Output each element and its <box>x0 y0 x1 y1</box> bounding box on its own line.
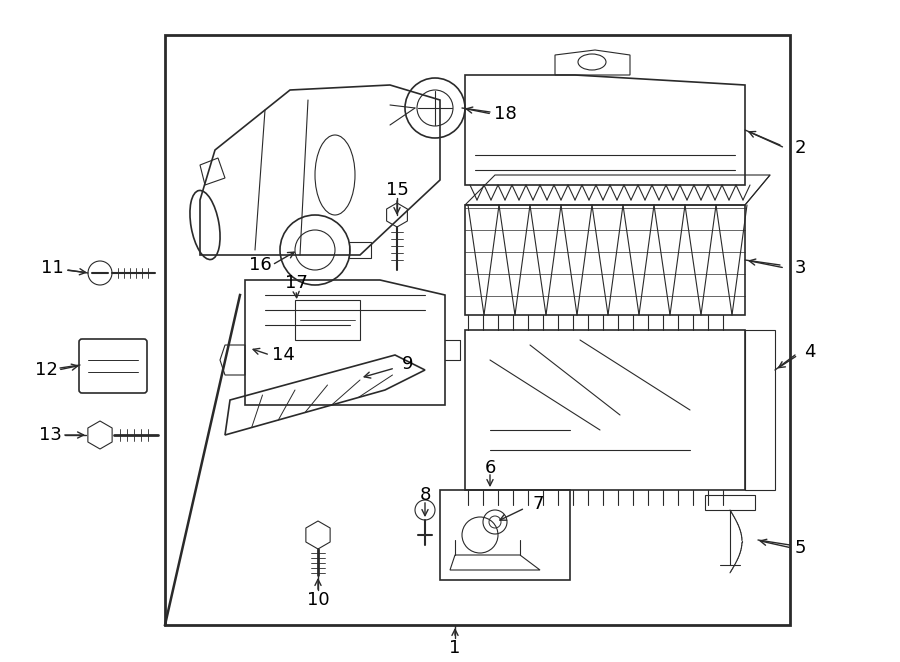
Text: 14: 14 <box>272 346 294 364</box>
Text: 7: 7 <box>532 495 544 513</box>
Text: 3: 3 <box>794 259 806 277</box>
Text: 9: 9 <box>402 355 414 373</box>
Text: 2: 2 <box>794 139 806 157</box>
Text: 16: 16 <box>248 256 272 274</box>
Text: 15: 15 <box>385 181 409 199</box>
Bar <box>349 242 371 258</box>
Text: 11: 11 <box>40 259 63 277</box>
Text: 17: 17 <box>284 274 308 292</box>
Text: 18: 18 <box>493 105 517 123</box>
Text: 10: 10 <box>307 591 329 609</box>
Bar <box>165 35 790 625</box>
Bar <box>705 495 755 510</box>
Text: 8: 8 <box>419 486 431 504</box>
Bar <box>440 490 570 580</box>
Text: 4: 4 <box>805 343 815 361</box>
Text: 1: 1 <box>449 639 461 657</box>
Text: 6: 6 <box>484 459 496 477</box>
Text: 12: 12 <box>34 361 58 379</box>
Text: 5: 5 <box>794 539 806 557</box>
Text: 13: 13 <box>39 426 61 444</box>
